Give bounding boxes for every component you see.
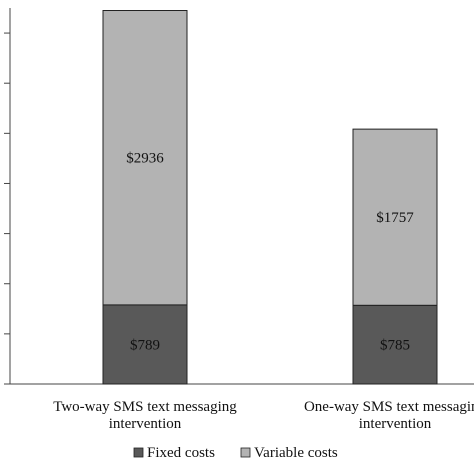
bar-value-labels: $789 $2936 $785 $1757 — [126, 151, 414, 354]
bar-value-label: $789 — [130, 337, 160, 353]
category-label: intervention — [109, 416, 182, 432]
category-label: Two-way SMS text messaging — [53, 399, 237, 415]
category-labels: Two-way SMS text messaginginterventionOn… — [53, 399, 474, 432]
legend-swatch — [133, 447, 144, 458]
legend-label: Fixed costs — [147, 445, 215, 461]
category-label: intervention — [359, 416, 432, 432]
bar-segment-variable — [102, 10, 188, 306]
y-axis-ticks — [4, 32, 10, 385]
legend-label: Variable costs — [254, 445, 338, 461]
bars-group — [102, 10, 438, 385]
legend: Fixed costs Variable costs — [133, 445, 338, 461]
bar-value-label: $2936 — [126, 151, 164, 167]
bar-value-label: $785 — [380, 338, 410, 354]
bar-segment-fixed — [352, 304, 438, 385]
bar-segment-variable — [352, 128, 438, 306]
bar-value-label: $1757 — [376, 210, 414, 226]
legend-swatch — [240, 447, 251, 458]
category-label: One-way SMS text messaging — [304, 399, 474, 415]
